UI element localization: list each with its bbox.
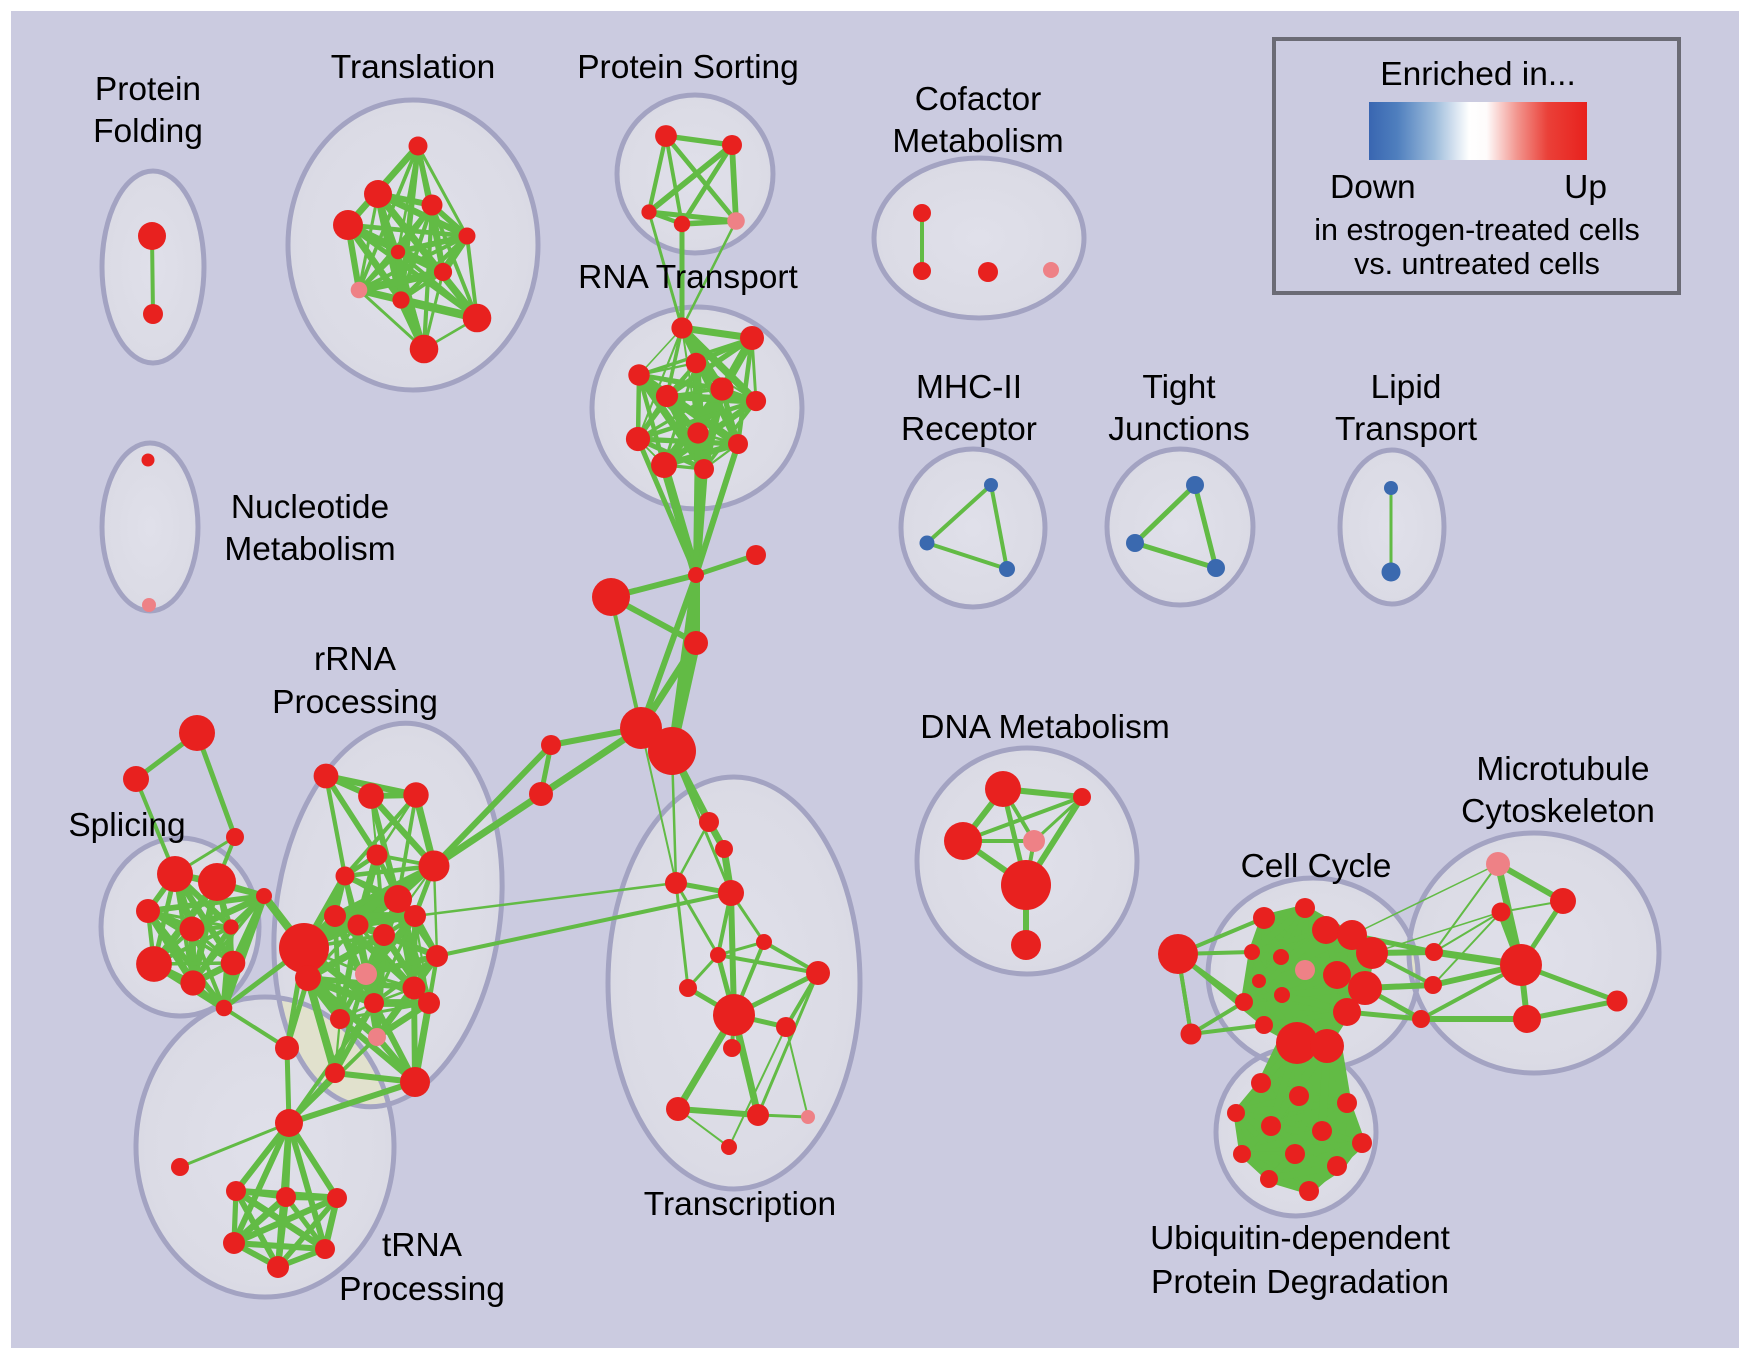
svg-text:in estrogen-treated cells: in estrogen-treated cells — [1314, 213, 1640, 247]
svg-text:Enriched in...: Enriched in... — [1380, 56, 1576, 93]
svg-text:Splicing: Splicing — [68, 807, 185, 844]
svg-text:Receptor: Receptor — [901, 411, 1037, 448]
svg-text:Metabolism: Metabolism — [224, 531, 395, 568]
svg-text:Down: Down — [1330, 169, 1416, 206]
svg-text:Processing: Processing — [339, 1271, 505, 1308]
svg-text:Protein Degradation: Protein Degradation — [1151, 1264, 1449, 1301]
svg-text:Lipid: Lipid — [1371, 369, 1442, 406]
svg-text:MHC-II: MHC-II — [916, 369, 1022, 406]
svg-text:Transcription: Transcription — [644, 1186, 836, 1223]
svg-text:Translation: Translation — [331, 49, 495, 86]
svg-text:Cytoskeleton: Cytoskeleton — [1461, 793, 1655, 830]
svg-text:tRNA: tRNA — [382, 1227, 463, 1264]
svg-text:Cell Cycle: Cell Cycle — [1241, 848, 1392, 885]
svg-text:Transport: Transport — [1335, 411, 1478, 448]
svg-text:RNA Transport: RNA Transport — [578, 259, 798, 296]
svg-text:vs. untreated cells: vs. untreated cells — [1354, 247, 1600, 281]
svg-text:DNA Metabolism: DNA Metabolism — [920, 709, 1169, 746]
svg-text:Ubiquitin-dependent: Ubiquitin-dependent — [1150, 1220, 1451, 1257]
svg-text:Protein Sorting: Protein Sorting — [577, 49, 799, 86]
svg-text:rRNA: rRNA — [314, 641, 397, 678]
svg-text:Folding: Folding — [93, 113, 203, 150]
svg-text:Protein: Protein — [95, 71, 201, 108]
svg-text:Cofactor: Cofactor — [915, 81, 1042, 118]
svg-text:Microtubule: Microtubule — [1476, 751, 1649, 788]
svg-text:Junctions: Junctions — [1108, 411, 1250, 448]
svg-text:Metabolism: Metabolism — [892, 123, 1063, 160]
svg-text:Up: Up — [1564, 169, 1607, 206]
svg-text:Nucleotide: Nucleotide — [231, 489, 389, 526]
svg-text:Processing: Processing — [272, 684, 438, 721]
svg-text:Tight: Tight — [1142, 369, 1216, 406]
